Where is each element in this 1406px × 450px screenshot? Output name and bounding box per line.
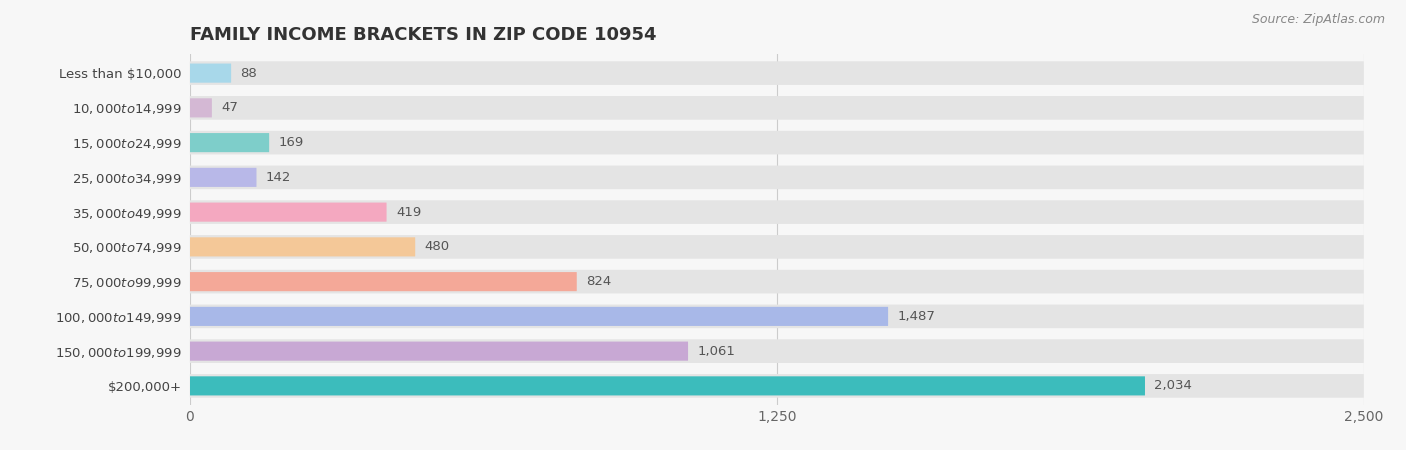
FancyBboxPatch shape — [190, 270, 1364, 293]
Text: 47: 47 — [221, 101, 238, 114]
Text: 480: 480 — [425, 240, 450, 253]
FancyBboxPatch shape — [190, 63, 231, 83]
Text: 142: 142 — [266, 171, 291, 184]
Text: 88: 88 — [240, 67, 257, 80]
Text: 169: 169 — [278, 136, 304, 149]
FancyBboxPatch shape — [190, 374, 1364, 398]
Text: 1,061: 1,061 — [697, 345, 735, 358]
FancyBboxPatch shape — [190, 339, 1364, 363]
Text: 1,487: 1,487 — [897, 310, 935, 323]
FancyBboxPatch shape — [190, 202, 387, 222]
FancyBboxPatch shape — [190, 168, 256, 187]
Text: 824: 824 — [586, 275, 612, 288]
FancyBboxPatch shape — [190, 166, 1364, 189]
FancyBboxPatch shape — [190, 237, 415, 256]
FancyBboxPatch shape — [190, 376, 1144, 396]
FancyBboxPatch shape — [190, 131, 1364, 154]
Text: 419: 419 — [396, 206, 422, 219]
FancyBboxPatch shape — [190, 305, 1364, 328]
Text: 2,034: 2,034 — [1154, 379, 1192, 392]
FancyBboxPatch shape — [190, 96, 1364, 120]
FancyBboxPatch shape — [190, 342, 688, 361]
FancyBboxPatch shape — [190, 200, 1364, 224]
FancyBboxPatch shape — [190, 235, 1364, 259]
FancyBboxPatch shape — [190, 61, 1364, 85]
Text: FAMILY INCOME BRACKETS IN ZIP CODE 10954: FAMILY INCOME BRACKETS IN ZIP CODE 10954 — [190, 26, 657, 44]
FancyBboxPatch shape — [190, 272, 576, 291]
FancyBboxPatch shape — [190, 307, 889, 326]
FancyBboxPatch shape — [190, 98, 212, 117]
FancyBboxPatch shape — [190, 133, 269, 152]
Text: Source: ZipAtlas.com: Source: ZipAtlas.com — [1251, 14, 1385, 27]
